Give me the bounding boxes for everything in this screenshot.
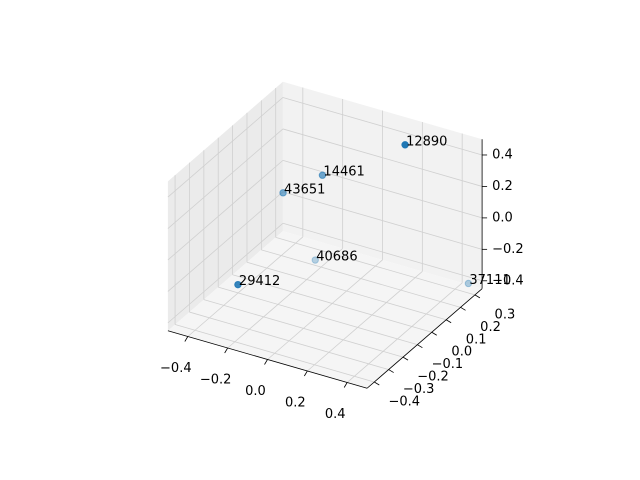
grid-line	[167, 97, 284, 198]
tick-mark	[402, 356, 409, 361]
grid-line	[189, 311, 389, 370]
y-tick-label: −0.3	[403, 382, 435, 397]
grid-line	[282, 191, 483, 250]
grid-line	[203, 299, 404, 358]
tick-mark	[388, 369, 394, 373]
grid-line	[346, 282, 463, 383]
y-tick-label: −0.4	[388, 395, 420, 410]
tick-mark	[445, 319, 452, 324]
x-tick-label: 0.4	[325, 407, 346, 422]
grid-line	[282, 160, 483, 219]
grid-line	[282, 128, 483, 187]
point-label: 12890	[406, 134, 447, 149]
z-tick-label: −0.4	[492, 273, 524, 288]
grid-line	[261, 249, 461, 308]
grid-line	[307, 271, 423, 372]
grid-line	[275, 236, 476, 296]
x-tick-label: −0.4	[160, 361, 192, 376]
grid-line	[167, 222, 284, 324]
x-tick-label: 0.0	[245, 384, 266, 399]
point	[401, 141, 409, 149]
tick-mark	[343, 382, 348, 388]
tick-mark	[474, 294, 481, 299]
pane	[167, 81, 283, 331]
grid-line	[227, 248, 343, 349]
grid-line	[218, 286, 418, 346]
y-tick-label: −0.2	[417, 370, 449, 385]
z-tick-label: 0.0	[492, 210, 513, 225]
y-axis	[366, 288, 483, 389]
point-label: 14461	[323, 165, 364, 180]
point-label: 40686	[316, 250, 357, 265]
x-tick-label: −0.2	[200, 372, 232, 387]
y-tick-label: 0.3	[495, 307, 516, 322]
grid-line	[167, 191, 284, 292]
tick-mark	[417, 344, 423, 349]
tick-mark	[460, 306, 466, 311]
grid-line	[187, 236, 304, 337]
grid-line	[174, 324, 375, 383]
grid-line	[246, 261, 447, 321]
tick-mark	[431, 331, 437, 336]
tick-mark	[303, 370, 308, 377]
point-label: 29412	[239, 274, 280, 289]
grid-line	[267, 259, 383, 360]
grid-line	[167, 128, 284, 229]
point	[279, 189, 287, 197]
point	[311, 256, 319, 264]
z-tick-label: −0.2	[492, 242, 524, 257]
grid-line	[282, 97, 483, 156]
tick-mark	[224, 347, 229, 354]
y-tick-label: 0.2	[480, 320, 501, 335]
x-axis	[167, 330, 368, 389]
point	[234, 280, 242, 289]
grid-line	[232, 274, 432, 333]
grid-line	[282, 222, 483, 282]
y-tick-label: 0.1	[466, 332, 487, 347]
tick-mark	[184, 336, 189, 342]
x-tick-label: 0.2	[285, 395, 306, 410]
point-label: 37111	[469, 273, 510, 288]
z-tick-label: 0.4	[492, 147, 513, 162]
grid-line	[167, 160, 284, 261]
z-tick-label: 0.2	[492, 179, 513, 194]
tick-mark	[374, 381, 380, 386]
point-label: 43651	[284, 182, 325, 197]
tick-mark	[264, 359, 268, 365]
y-tick-label: −0.1	[432, 357, 464, 372]
y-tick-label: 0.0	[451, 345, 472, 360]
point	[318, 171, 327, 179]
point	[464, 279, 473, 288]
